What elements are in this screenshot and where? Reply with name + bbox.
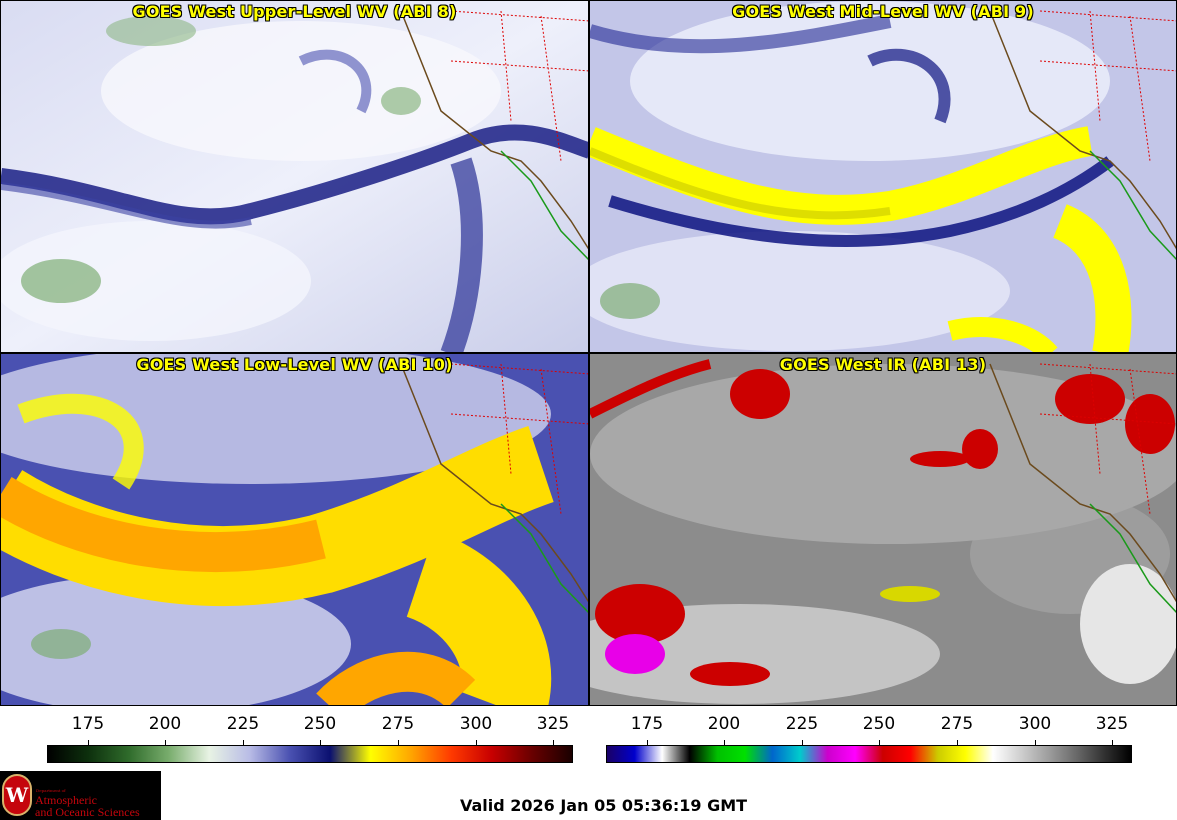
colorbar-tick-label: 225 xyxy=(785,714,819,734)
colorbar-tick-label: 250 xyxy=(862,714,896,734)
panel-title: GOES West IR (ABI 13) xyxy=(779,355,987,374)
colorbar-tick-label: 200 xyxy=(148,714,182,734)
logo-line-2: and Oceanic Sciences xyxy=(35,805,140,819)
panel-low-level-wv: GOES West Low-Level WV (ABI 10) xyxy=(0,353,589,706)
logo-dept-line: Department of xyxy=(36,788,66,793)
panel-title: GOES West Low-Level WV (ABI 10) xyxy=(136,355,453,374)
valid-time: Valid 2026 Jan 05 05:36:19 GMT xyxy=(459,796,748,815)
ir-image xyxy=(590,354,1176,705)
mid-level-wv-image xyxy=(590,1,1176,352)
panel-title: GOES West Upper-Level WV (ABI 8) xyxy=(132,2,457,21)
upper-level-wv-image xyxy=(1,1,588,352)
colorbar-tick xyxy=(398,740,399,745)
colorbar-tick xyxy=(647,740,648,745)
colorbar-tick xyxy=(957,740,958,745)
colorbar-tick xyxy=(165,740,166,745)
colorbar-tick-label: 300 xyxy=(459,714,493,734)
uw-crest-icon: W xyxy=(2,774,32,816)
colorbar-tick xyxy=(476,740,477,745)
colorbar-tick-label: 225 xyxy=(226,714,260,734)
colorbar-tick xyxy=(879,740,880,745)
colorbar-tick xyxy=(1112,740,1113,745)
low-level-wv-image xyxy=(1,354,588,705)
colorbar-tick xyxy=(320,740,321,745)
colorbar-gradient xyxy=(47,745,573,763)
logo-line-1: Atmospheric xyxy=(35,793,97,807)
colorbar-tick xyxy=(1035,740,1036,745)
uw-aos-logo: W Department of Atmospheric and Oceanic … xyxy=(0,771,161,820)
colorbar-tick-label: 250 xyxy=(303,714,337,734)
colorbar-water-vapor: 175 200 225 250 275 300 325 xyxy=(47,706,573,768)
panel-title: GOES West Mid-Level WV (ABI 9) xyxy=(732,2,1034,21)
colorbar-tick-label: 200 xyxy=(707,714,741,734)
panel-mid-level-wv: GOES West Mid-Level WV (ABI 9) xyxy=(589,0,1177,353)
colorbar-tick xyxy=(553,740,554,745)
colorbar-tick-label: 325 xyxy=(1095,714,1129,734)
colorbar-tick-label: 275 xyxy=(940,714,974,734)
colorbar-tick-label: 300 xyxy=(1018,714,1052,734)
panel-ir: GOES West IR (ABI 13) xyxy=(589,353,1177,706)
colorbar-tick xyxy=(243,740,244,745)
panel-upper-level-wv: GOES West Upper-Level WV (ABI 8) xyxy=(0,0,589,353)
colorbar-infrared: 175 200 225 250 275 300 325 xyxy=(606,706,1132,768)
colorbar-tick-label: 175 xyxy=(630,714,664,734)
colorbar-tick xyxy=(802,740,803,745)
colorbar-tick-label: 275 xyxy=(381,714,415,734)
colorbar-tick-label: 325 xyxy=(536,714,570,734)
colorbar-gradient xyxy=(606,745,1132,763)
colorbar-tick-label: 175 xyxy=(71,714,105,734)
colorbar-tick xyxy=(724,740,725,745)
colorbar-tick xyxy=(88,740,89,745)
